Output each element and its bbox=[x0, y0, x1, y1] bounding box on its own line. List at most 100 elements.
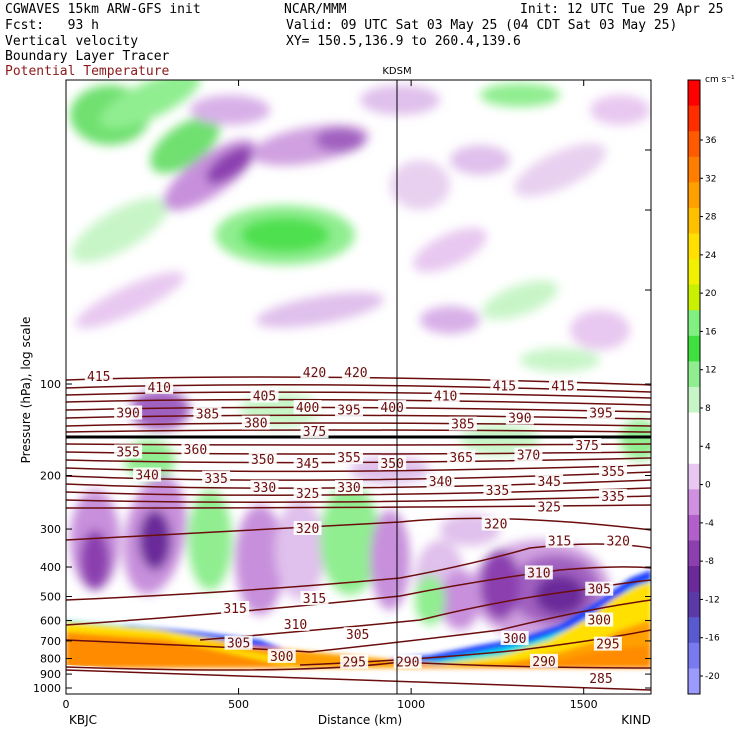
isentrope-label-bg bbox=[505, 410, 534, 425]
isentrope-label: 415 bbox=[551, 380, 574, 395]
isentrope-label-bg bbox=[593, 636, 622, 651]
isentrope-label: 305 bbox=[227, 637, 250, 652]
colorbar-label: 0 bbox=[705, 481, 711, 491]
isentrope-label: 370 bbox=[517, 449, 540, 464]
x-axis: 0 500 1000 1500 bbox=[63, 80, 598, 711]
isentrope-label: 375 bbox=[575, 439, 598, 454]
isentrope-label-bg bbox=[481, 516, 510, 531]
isentrope-label: 305 bbox=[587, 583, 610, 598]
isentrope-label: 345 bbox=[537, 475, 560, 490]
isentrope-label-bg bbox=[293, 400, 322, 415]
isentrope-label-bg bbox=[250, 388, 279, 403]
isentrope-label-bg bbox=[545, 533, 574, 548]
isentrope-label-bg bbox=[585, 612, 614, 627]
isentrope-label: 325 bbox=[537, 501, 560, 516]
colorbar-swatch bbox=[688, 310, 700, 337]
isentrope-label: 295 bbox=[342, 656, 365, 671]
y-tick-label: 200 bbox=[40, 470, 61, 483]
isentrope-label-bg bbox=[114, 405, 143, 420]
start-station-label: KBJC bbox=[69, 713, 97, 727]
colorbar-swatch bbox=[688, 335, 700, 362]
y-tick-label: 1000 bbox=[33, 682, 61, 695]
isentrope-label: 350 bbox=[251, 453, 274, 468]
isentrope-label: 390 bbox=[508, 412, 531, 427]
model-title: CGWAVES 15km ARW-GFS init bbox=[5, 2, 201, 17]
isentrope-label: 340 bbox=[135, 469, 158, 484]
colorbar-swatch bbox=[688, 617, 700, 644]
isentrope-label: 330 bbox=[253, 481, 276, 496]
isentrope-label: 350 bbox=[380, 457, 403, 472]
isentrope-label-bg bbox=[181, 442, 210, 457]
colorbar-units: cm s⁻¹ bbox=[705, 75, 735, 85]
colorbar-swatch bbox=[688, 591, 700, 618]
colorbar-label: 8 bbox=[705, 404, 711, 414]
colorbar-label: 28 bbox=[705, 213, 717, 223]
isentrope-label-bg bbox=[267, 648, 296, 663]
isentrope-label-bg bbox=[483, 483, 512, 498]
y-tick-label: 600 bbox=[40, 615, 61, 628]
isentrope-label: 355 bbox=[601, 465, 624, 480]
isentrope-label-bg bbox=[573, 438, 602, 453]
isentrope-label: 345 bbox=[296, 457, 319, 472]
y-tick-label: 300 bbox=[40, 523, 61, 536]
isentrope-label-bg bbox=[393, 654, 422, 669]
colorbar-swatch bbox=[688, 105, 700, 132]
isentrope-label-bg bbox=[335, 402, 364, 417]
isentrope-label-bg bbox=[84, 369, 113, 384]
isentrope-label: 380 bbox=[244, 417, 267, 432]
isentrope-label: 315 bbox=[223, 602, 246, 617]
isentrope-label-bg bbox=[447, 449, 476, 464]
isentrope-label-bg bbox=[300, 591, 329, 606]
colorbar-label: -12 bbox=[705, 595, 720, 605]
isentrope-label-bg bbox=[524, 565, 553, 580]
colorbar-label: -8 bbox=[705, 557, 714, 567]
isentrope-label-bg bbox=[585, 581, 614, 596]
isentrope-label: 385 bbox=[196, 408, 219, 423]
isentrope-label-bg bbox=[248, 452, 277, 467]
isentrope-label-bg bbox=[145, 379, 174, 394]
x-tick-label: 0 bbox=[63, 698, 70, 711]
isentrope-label: 320 bbox=[484, 518, 507, 533]
isentrope-label-bg bbox=[548, 378, 577, 393]
field-potential-temperature: Potential Temperature bbox=[5, 64, 170, 79]
isentrope-label-bg bbox=[335, 480, 364, 495]
isentrope-label-bg bbox=[224, 635, 253, 650]
isentrope-label-bg bbox=[193, 406, 222, 421]
colorbar-swatch bbox=[688, 514, 700, 541]
colorbar-swatch bbox=[688, 284, 700, 311]
isentrope-label-bg bbox=[300, 364, 329, 379]
isentrope-label-bg bbox=[293, 521, 322, 536]
xy-range: XY= 150.5,136.9 to 260.4,139.6 bbox=[286, 34, 521, 49]
colorbar-swatch bbox=[688, 668, 700, 695]
mid-station-label: KDSM bbox=[382, 66, 411, 77]
isentrope-label-bg bbox=[535, 473, 564, 488]
isentrope-label-bg bbox=[293, 485, 322, 500]
isentrope-label-bg bbox=[202, 470, 231, 485]
isentrope-label-bg bbox=[490, 378, 519, 393]
colorbar-swatch bbox=[688, 412, 700, 439]
isentrope-label: 300 bbox=[270, 650, 293, 665]
y-tick-label: 900 bbox=[40, 668, 61, 681]
colorbar-label: 12 bbox=[705, 366, 716, 376]
field-boundary-layer-tracer: Boundary Layer Tracer bbox=[5, 49, 170, 64]
isentrope-label: 400 bbox=[296, 401, 319, 416]
colorbar-label: 4 bbox=[705, 442, 711, 452]
isentrope-label: 295 bbox=[596, 638, 619, 653]
isentrope-label: 335 bbox=[486, 484, 509, 499]
y-tick-label: 800 bbox=[40, 653, 61, 666]
colorbar-swatch bbox=[688, 566, 700, 593]
isentrope-label-bg bbox=[378, 455, 407, 470]
isentrope-label: 285 bbox=[589, 672, 612, 687]
isentrope-label-bg bbox=[604, 533, 633, 548]
colorbar-label: 16 bbox=[705, 327, 717, 337]
colorbar-swatch bbox=[688, 361, 700, 388]
isentrope-label-bg bbox=[250, 480, 279, 495]
y-tick-label: 500 bbox=[40, 590, 61, 603]
colorbar-label: -16 bbox=[705, 634, 720, 644]
isentrope-label-bg bbox=[343, 627, 372, 642]
isentrope-label-bg bbox=[221, 601, 250, 616]
isentrope-label-bg bbox=[535, 499, 564, 514]
plot-frame bbox=[65, 79, 652, 695]
isentrope-labels: 415 410 420 420 405 400 395 400 410 415 415 390 385 3… bbox=[84, 364, 633, 687]
init-time: Init: 12 UTC Tue 29 Apr 25 bbox=[520, 2, 724, 17]
